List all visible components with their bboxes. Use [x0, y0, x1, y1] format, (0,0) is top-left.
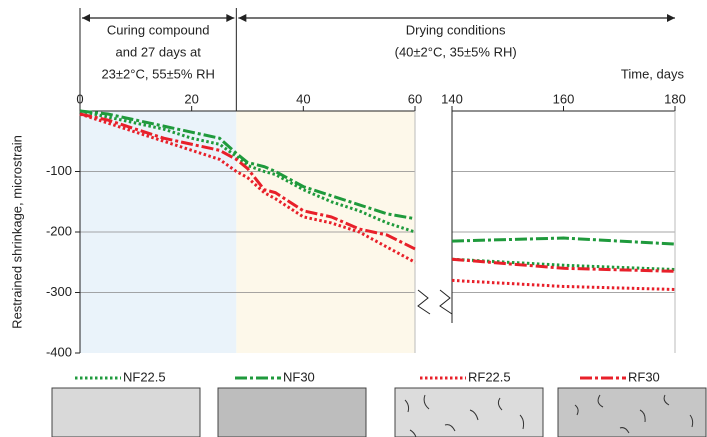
y-tick-label: -300 — [46, 284, 72, 299]
phase-label: Drying conditions — [406, 22, 506, 37]
cracks — [404, 394, 694, 437]
series-line — [79, 112, 416, 264]
specimen-images — [51, 387, 707, 437]
legend-label: NF30 — [283, 369, 315, 384]
phase-label: (40±2°C, 35±5% RH) — [395, 44, 517, 59]
series-line — [451, 278, 676, 291]
arrow-head — [82, 14, 90, 22]
arrow-head — [226, 14, 235, 22]
phase-label: and 27 days at — [116, 44, 202, 59]
legend-label: RF22.5 — [468, 369, 511, 384]
specimen-image — [557, 387, 707, 437]
series-line — [79, 109, 416, 221]
y-tick-label: -100 — [46, 163, 72, 178]
break-symbol — [417, 289, 453, 315]
series-line — [451, 236, 676, 246]
arrow-head — [238, 14, 247, 22]
x-tick-label: 140 — [441, 91, 463, 106]
specimen-image — [394, 387, 544, 437]
y-tick-label: -400 — [46, 344, 72, 359]
series-line — [451, 257, 676, 273]
phase-label: Curing compound — [107, 22, 210, 37]
series-line — [79, 112, 416, 251]
specimen-image — [51, 387, 201, 437]
phase-label: 23±2°C, 55±5% RH — [101, 66, 214, 81]
x-axis-label: Time, days — [621, 66, 685, 81]
arrow-head — [667, 14, 675, 22]
x-tick-label: 180 — [664, 91, 686, 106]
x-tick-label: 160 — [553, 91, 575, 106]
legend-label: RF30 — [628, 369, 660, 384]
y-axis-label: Restrained shrinkage, microstrain — [9, 135, 24, 329]
y-tick-label: -200 — [46, 223, 72, 238]
legend-label: NF22.5 — [123, 369, 166, 384]
x-tick-label: 40 — [296, 91, 310, 106]
specimen-image — [217, 387, 367, 437]
series-line — [79, 109, 416, 234]
x-tick-label: 60 — [408, 91, 422, 106]
x-tick-label: 20 — [184, 91, 198, 106]
